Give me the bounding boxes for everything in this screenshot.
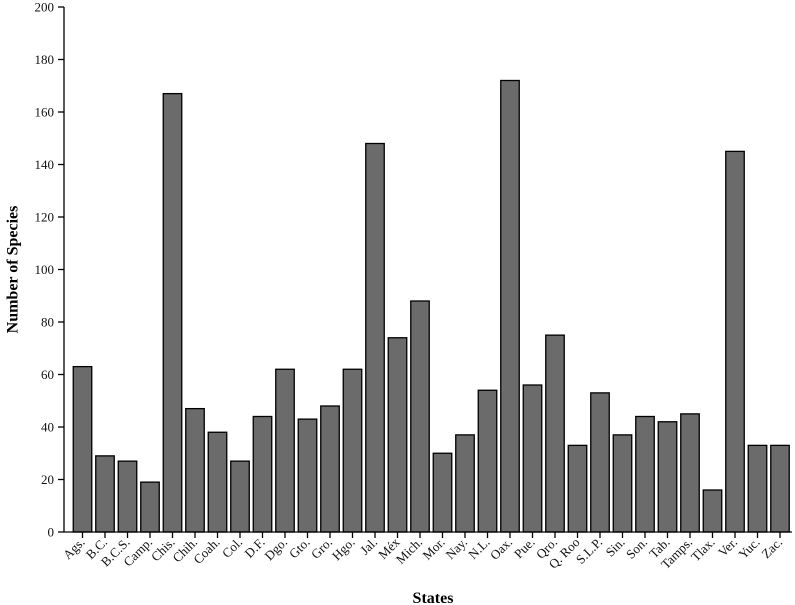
bar-13	[365, 142, 385, 533]
bar-29	[725, 150, 745, 533]
bar-7	[230, 460, 250, 533]
bar-15	[410, 300, 430, 533]
x-tick-label-18: N.L.	[465, 535, 492, 562]
bar-22	[567, 444, 588, 533]
bar-1	[95, 455, 115, 533]
x-tick-label-6: Coah.	[190, 535, 222, 567]
x-tick-label-16: Mor.	[419, 535, 447, 563]
x-tick-label-25: Son.	[623, 535, 650, 562]
x-tick-label-11: Gro.	[308, 535, 335, 562]
y-tick-label-2: 40	[41, 420, 54, 435]
bar-6	[207, 431, 228, 533]
y-tick-label-9: 180	[35, 52, 55, 67]
bar-11	[320, 405, 340, 533]
bar-5	[185, 407, 205, 533]
x-axis-title: States	[413, 590, 454, 605]
x-tick-label-8: D.F.	[241, 535, 267, 561]
bar-16	[432, 452, 453, 533]
x-tick-label-12: Hgo.	[329, 535, 358, 564]
y-tick-label-1: 20	[41, 472, 54, 487]
bar-20	[522, 384, 543, 533]
y-tick-label-3: 60	[41, 367, 54, 382]
y-axis-ticks: 0 20 40 60 80 100 120 140 160 180 200	[35, 0, 64, 540]
x-tick-label-31: Zac.	[758, 535, 785, 562]
bar-9	[275, 368, 295, 533]
x-tick-label-20: Pue.	[511, 535, 538, 562]
bar-10	[297, 418, 318, 533]
x-tick-label-28: Tlax.	[688, 535, 718, 565]
x-tick-label-17: Nay.	[442, 535, 470, 563]
y-tick-label-8: 160	[35, 105, 55, 120]
x-tick-label-23: S.L.P.	[573, 535, 605, 567]
y-tick-label-0: 0	[48, 525, 55, 540]
x-tick-label-9: Dgo.	[261, 535, 290, 564]
bar-21	[545, 334, 565, 533]
y-tick-label-5: 100	[35, 262, 55, 277]
bar-14	[387, 337, 408, 533]
x-tick-label-7: Col.	[219, 535, 245, 561]
x-tick-label-10: Gto.	[286, 535, 313, 562]
bar-17	[455, 434, 475, 533]
y-tick-label-10: 200	[35, 0, 55, 15]
bar-19	[500, 79, 520, 533]
x-tick-label-29: Ver.	[715, 535, 740, 560]
bar-27	[680, 413, 700, 533]
bar-3	[140, 481, 160, 533]
y-axis-title: Number of Species	[5, 206, 22, 334]
bar-8	[252, 415, 273, 533]
bar-18	[477, 389, 498, 533]
x-tick-label-19: Oax.	[487, 535, 515, 563]
bar-2	[117, 460, 138, 533]
bar-23	[590, 392, 610, 533]
x-tick-label-0: Ags.	[60, 535, 88, 563]
bar-26	[657, 421, 678, 533]
bar-30	[747, 444, 768, 533]
bar-24	[612, 434, 633, 533]
bar-0	[72, 365, 93, 533]
bar-31	[770, 444, 790, 533]
y-tick-label-7: 140	[35, 157, 55, 172]
x-tick-label-30: Yuc.	[735, 535, 762, 562]
bar-25	[635, 415, 655, 533]
bars-group	[72, 79, 790, 533]
bar-4	[162, 92, 183, 533]
y-tick-label-4: 80	[41, 315, 54, 330]
bar-12	[342, 368, 363, 533]
x-tick-label-24: Sin.	[602, 535, 627, 560]
bar-28	[702, 489, 723, 533]
y-tick-label-6: 120	[35, 210, 55, 225]
x-axis-ticks: Ags.B.C.B.C.S.Camp.Chis.Chih.Coah.Col.D.…	[60, 532, 785, 572]
